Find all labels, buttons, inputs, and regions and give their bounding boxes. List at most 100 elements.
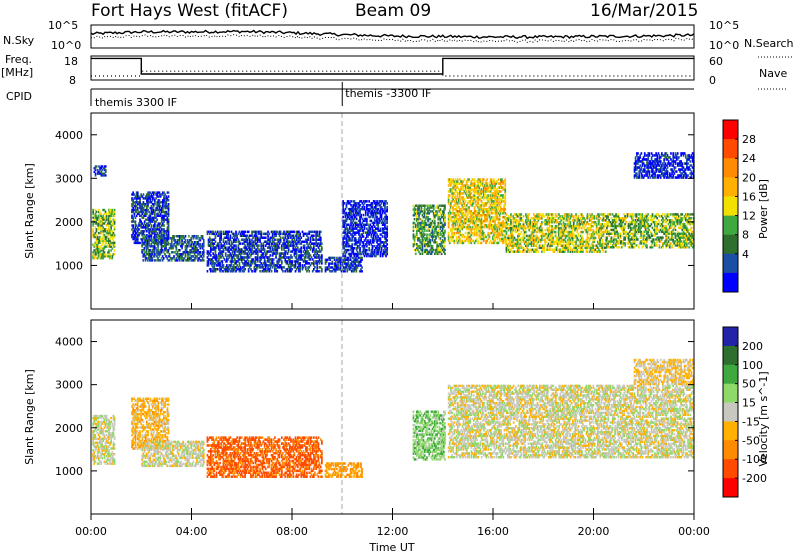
power-echo-cell-4 <box>212 248 214 251</box>
power-echo-cell-6 <box>345 235 348 238</box>
power-echo-cell-6 <box>359 219 361 223</box>
power-echo-cell-4 <box>240 268 243 271</box>
power-echo-cell-4 <box>247 254 250 257</box>
power-echo-cell-3 <box>166 251 169 254</box>
power-echo-cell-4 <box>266 264 268 267</box>
power-echo-cell-4 <box>213 242 216 245</box>
power-echo-cell-2 <box>134 224 137 227</box>
power-echo-cell-2 <box>134 232 137 235</box>
power-echo-cell-0 <box>104 253 107 256</box>
power-echo-cell-4 <box>261 264 264 267</box>
power-echo-cell-0 <box>109 231 111 235</box>
power-echo-cell-2 <box>133 220 136 223</box>
power-echo-cell-4 <box>305 252 307 255</box>
power-echo-cell-6 <box>367 233 369 236</box>
power-echo-cell-4 <box>260 244 263 247</box>
power-echo-cell-0 <box>107 231 109 235</box>
power-echo-cell-6 <box>375 219 377 223</box>
power-echo-cell-4 <box>290 234 292 237</box>
power-echo-cell-3 <box>166 249 169 252</box>
power-echo-cell-6 <box>378 217 381 221</box>
power-echo-cell-0 <box>110 233 112 237</box>
power-echo-cell-7 <box>425 237 427 240</box>
power-echo-cell-4 <box>275 250 277 253</box>
power-echo-cell-0 <box>100 237 102 241</box>
power-echo-cell-2 <box>154 210 156 214</box>
power-echo-cell-7 <box>419 252 422 255</box>
power-echo-cell-4 <box>230 254 233 257</box>
power-echo-cell-0 <box>109 253 111 256</box>
power-echo-cell-4 <box>245 234 248 237</box>
power-echo-cell-5 <box>353 270 355 273</box>
power-echo-cell-6 <box>379 209 382 213</box>
power-echo-cell-4 <box>224 236 227 239</box>
power-echo-cell-4 <box>248 244 251 247</box>
power-echo-cell-2 <box>133 208 136 212</box>
power-echo-cell-2 <box>131 216 133 219</box>
power-echo-cell-0 <box>110 210 112 214</box>
power-echo-cell-4 <box>290 250 292 253</box>
power-echo-cell-6 <box>366 245 368 248</box>
power-echo-cell-3 <box>159 251 162 254</box>
power-echo-cell-0 <box>102 255 105 258</box>
power-echo-cell-4 <box>212 268 214 271</box>
power-echo-cell-0 <box>96 224 99 227</box>
power-echo-cell-0 <box>96 249 99 252</box>
power-echo-cell-6 <box>342 211 344 215</box>
power-echo-cell-4 <box>269 268 272 271</box>
power-echo-cell-7 <box>422 223 425 227</box>
power-echo-cell-4 <box>275 232 277 236</box>
power-echo-cell-7 <box>420 208 423 211</box>
power-echo-cell-4 <box>210 242 212 245</box>
power-echo-cell-4 <box>291 262 293 265</box>
power-echo-cell-4 <box>299 238 301 241</box>
power-echo-cell-3 <box>144 237 147 240</box>
power-echo-cell-4 <box>302 266 305 269</box>
power-echo-cell-4 <box>220 236 222 239</box>
power-echo-cell-5 <box>345 262 347 265</box>
power-echo-cell-4 <box>275 248 277 251</box>
power-echo-cell-6 <box>385 239 387 242</box>
power-echo-cell-3 <box>196 235 198 238</box>
power-echo-cell-7 <box>418 227 420 230</box>
power-echo-cell-6 <box>371 241 374 244</box>
power-echo-cell-6 <box>363 250 366 254</box>
power-echo-cell-2 <box>163 199 165 202</box>
power-echo-cell-6 <box>344 215 347 219</box>
power-echo-cell-4 <box>219 262 221 265</box>
power-echo-cell-2 <box>149 228 152 231</box>
power-echo-cell-4 <box>269 236 272 239</box>
power-echo-cell-4 <box>293 240 296 243</box>
power-echo-cell-3 <box>144 259 147 262</box>
power-echo-cell-6 <box>372 200 375 203</box>
power-echo-cell-6 <box>347 223 350 226</box>
power-echo-cell-5 <box>346 268 349 271</box>
power-echo-cell-2 <box>156 224 158 227</box>
power-echo-cell-2 <box>146 222 148 225</box>
power-echo-cell-2 <box>133 235 136 239</box>
power-echo-cell-6 <box>378 219 381 223</box>
power-echo-cell-6 <box>384 241 386 244</box>
power-echo-cell-2 <box>136 195 139 198</box>
power-echo-cell-7 <box>412 233 415 236</box>
power-echo-cell-3 <box>178 235 181 238</box>
power-echo-cell-0 <box>110 249 112 252</box>
power-echo-cell-3 <box>162 251 165 254</box>
power-echo-cell-4 <box>254 242 257 245</box>
power-echo-cell-7 <box>418 204 420 207</box>
power-echo-cell-4 <box>275 256 277 259</box>
power-echo-cell-6 <box>353 252 356 256</box>
power-echo-cell-0 <box>113 214 116 217</box>
power-echo-cell-2 <box>160 220 163 223</box>
power-echo-cell-2 <box>164 230 166 233</box>
power-echo-cell-4 <box>254 268 257 271</box>
power-echo-cell-0 <box>109 212 111 216</box>
power-echo-cell-0 <box>100 255 102 258</box>
power-echo-cell-6 <box>354 237 357 240</box>
power-echo-cell-7 <box>418 237 420 240</box>
power-echo-cell-5 <box>353 262 355 265</box>
power-echo-cell-0 <box>107 253 109 256</box>
power-echo-cell-3 <box>177 255 180 258</box>
power-echo-cell-0 <box>92 251 94 254</box>
power-echo-cell-4 <box>214 254 217 257</box>
